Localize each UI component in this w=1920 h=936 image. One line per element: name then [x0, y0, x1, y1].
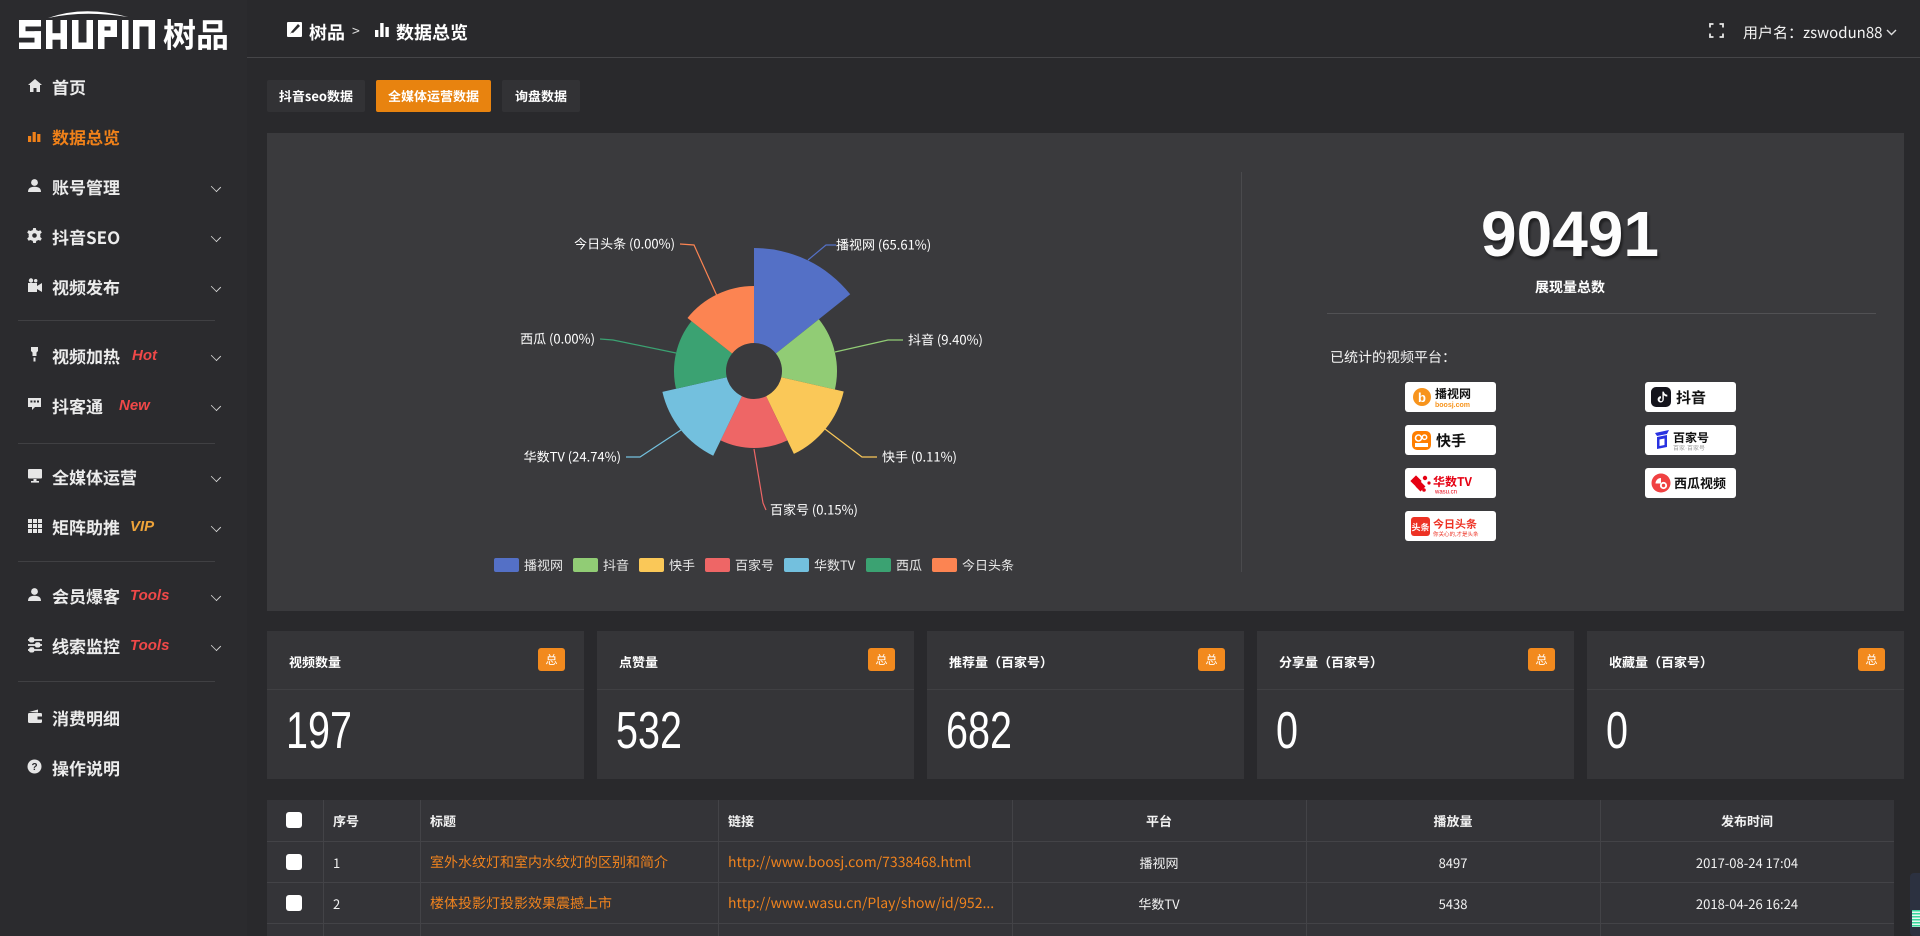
svg-text:播视网: 播视网 [1435, 385, 1471, 402]
svg-text:抖音: 抖音 [1676, 387, 1706, 408]
svg-text:今日头条: 今日头条 [1433, 516, 1477, 532]
svg-text:今日头条: 今日头条 [962, 555, 1014, 574]
svg-text:播视网: 播视网 [524, 555, 563, 574]
svg-text:播视网 (65.61%): 播视网 (65.61%) [836, 235, 931, 254]
svg-text:抖音 (9.40%): 抖音 (9.40%) [908, 330, 983, 349]
svg-text:今日头条 (0.00%): 今日头条 (0.00%) [574, 234, 675, 253]
svg-text:百家号: 百家号 [1673, 429, 1709, 446]
svg-text:华数TV: 华数TV [814, 555, 856, 574]
svg-text:西瓜视频: 西瓜视频 [1674, 473, 1726, 492]
svg-text:头条: 头条 [1411, 521, 1429, 534]
svg-text:西瓜 (0.00%): 西瓜 (0.00%) [520, 329, 595, 348]
svg-text:百家号: 百家号 [735, 555, 774, 574]
svg-text:快手 (0.11%): 快手 (0.11%) [882, 447, 957, 466]
svg-text:b: b [1418, 390, 1426, 405]
svg-text:百家号 (0.15%): 百家号 (0.15%) [770, 500, 858, 519]
svg-text:抖音: 抖音 [603, 555, 629, 574]
svg-text:华数TV (24.74%): 华数TV (24.74%) [524, 447, 621, 466]
svg-text:你关心的,才是头条: 你关心的,才是头条 [1433, 530, 1479, 538]
svg-text:wasu.cn: wasu.cn [1434, 490, 1457, 496]
svg-text:百家·百家号: 百家·百家号 [1673, 443, 1705, 452]
svg-text:树品: 树品 [163, 9, 229, 57]
svg-text:快手: 快手 [1436, 430, 1466, 451]
svg-text:西瓜: 西瓜 [896, 555, 922, 574]
svg-text:boosj.com: boosj.com [1435, 402, 1470, 409]
svg-text:?: ? [31, 762, 37, 773]
svg-text:华数TV: 华数TV [1433, 473, 1473, 490]
svg-text:快手: 快手 [669, 555, 695, 574]
